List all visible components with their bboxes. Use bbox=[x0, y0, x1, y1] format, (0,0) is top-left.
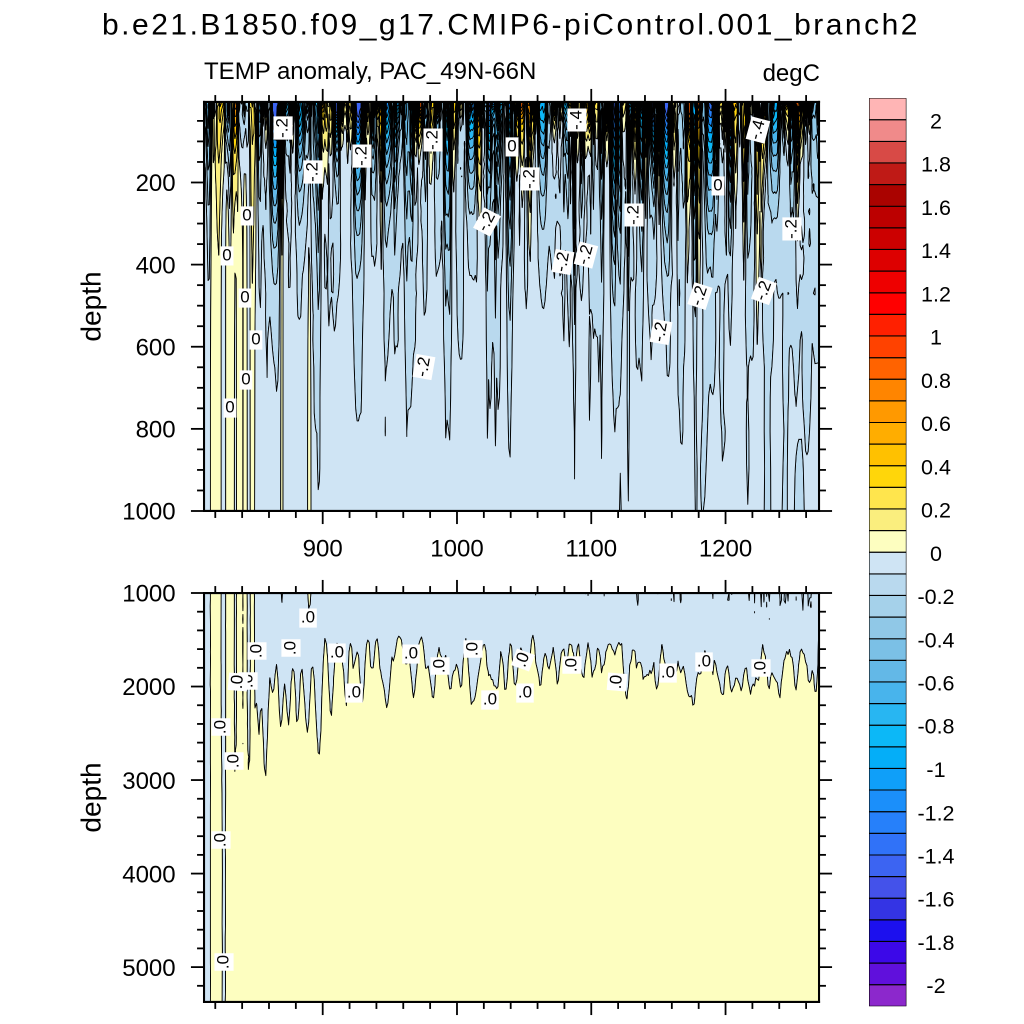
svg-text:.0: .0 bbox=[697, 651, 711, 670]
svg-text:2: 2 bbox=[930, 109, 942, 133]
svg-text:-1.6: -1.6 bbox=[917, 888, 954, 912]
svg-text:0.8: 0.8 bbox=[921, 369, 951, 393]
svg-text:-0.4: -0.4 bbox=[917, 628, 954, 652]
svg-text:-1.4: -1.4 bbox=[917, 844, 954, 868]
svg-text:.0: .0 bbox=[511, 650, 534, 670]
svg-text:.0: .0 bbox=[750, 661, 769, 675]
svg-text:-.2: -.2 bbox=[551, 250, 573, 273]
svg-text:0: 0 bbox=[251, 329, 260, 348]
svg-text:-.2: -.2 bbox=[519, 169, 538, 189]
svg-text:-.2: -.2 bbox=[272, 118, 291, 138]
svg-text:.0: .0 bbox=[213, 955, 232, 969]
svg-text:5000: 5000 bbox=[122, 955, 175, 982]
svg-text:0: 0 bbox=[222, 245, 231, 264]
svg-text:.0: .0 bbox=[429, 659, 448, 673]
svg-text:.0: .0 bbox=[227, 674, 247, 690]
svg-text:1.6: 1.6 bbox=[921, 196, 951, 220]
svg-text:0: 0 bbox=[242, 205, 251, 224]
svg-text:-.4: -.4 bbox=[566, 110, 585, 130]
svg-text:-.2: -.2 bbox=[412, 355, 434, 378]
svg-text:-.2: -.2 bbox=[781, 219, 800, 239]
svg-text:.0: .0 bbox=[661, 662, 675, 681]
svg-text:0: 0 bbox=[507, 136, 516, 155]
svg-text:1.2: 1.2 bbox=[921, 282, 951, 306]
svg-text:0: 0 bbox=[240, 287, 249, 306]
svg-text:-.2: -.2 bbox=[422, 130, 441, 150]
svg-text:900: 900 bbox=[303, 536, 343, 563]
svg-text:0.6: 0.6 bbox=[921, 412, 951, 436]
svg-text:0: 0 bbox=[225, 397, 234, 416]
svg-text:3000: 3000 bbox=[122, 768, 175, 795]
svg-text:.0: .0 bbox=[246, 644, 265, 658]
svg-text:200: 200 bbox=[136, 170, 176, 197]
svg-text:.0: .0 bbox=[210, 720, 229, 734]
svg-text:-1.8: -1.8 bbox=[917, 931, 954, 955]
svg-text:TEMP anomaly, PAC_49N-66N: TEMP anomaly, PAC_49N-66N bbox=[204, 58, 536, 85]
svg-text:-.2: -.2 bbox=[623, 205, 642, 225]
svg-text:depth: depth bbox=[75, 762, 106, 832]
svg-text:1.4: 1.4 bbox=[921, 239, 951, 263]
svg-text:.0: .0 bbox=[606, 674, 626, 690]
svg-text:0: 0 bbox=[713, 175, 722, 194]
svg-text:degC: degC bbox=[763, 60, 820, 87]
svg-text:1: 1 bbox=[930, 326, 942, 350]
svg-text:.0: .0 bbox=[518, 682, 532, 701]
svg-text:-0.8: -0.8 bbox=[917, 715, 954, 739]
svg-text:400: 400 bbox=[136, 252, 176, 279]
svg-text:800: 800 bbox=[136, 417, 176, 444]
svg-text:1.8: 1.8 bbox=[921, 153, 951, 177]
svg-text:0.2: 0.2 bbox=[921, 499, 951, 523]
svg-text:-.2: -.2 bbox=[649, 320, 671, 343]
svg-text:4000: 4000 bbox=[122, 861, 175, 888]
svg-text:depth: depth bbox=[75, 271, 106, 341]
svg-text:0: 0 bbox=[241, 369, 250, 388]
svg-text:0: 0 bbox=[930, 542, 942, 566]
svg-text:.0: .0 bbox=[347, 682, 361, 701]
svg-text:600: 600 bbox=[136, 334, 176, 361]
svg-text:1000: 1000 bbox=[122, 581, 175, 608]
svg-text:.0: .0 bbox=[330, 642, 344, 661]
svg-text:.0: .0 bbox=[210, 833, 229, 847]
svg-text:.0: .0 bbox=[462, 642, 481, 656]
svg-text:0.4: 0.4 bbox=[921, 455, 951, 479]
svg-text:-2: -2 bbox=[926, 974, 945, 998]
svg-text:2000: 2000 bbox=[122, 674, 175, 701]
svg-text:-0.2: -0.2 bbox=[917, 585, 954, 609]
svg-text:.0: .0 bbox=[301, 607, 315, 626]
svg-text:-.2: -.2 bbox=[302, 162, 321, 182]
svg-text:.0: .0 bbox=[404, 643, 418, 662]
svg-text:1000: 1000 bbox=[430, 536, 483, 563]
svg-text:1200: 1200 bbox=[699, 536, 752, 563]
svg-text:.0: .0 bbox=[483, 689, 497, 708]
svg-text:1100: 1100 bbox=[565, 536, 617, 563]
svg-text:-.2: -.2 bbox=[573, 243, 596, 267]
svg-text:-0.6: -0.6 bbox=[917, 672, 954, 696]
svg-text:b.e21.B1850.f09_g17.CMIP6-piCo: b.e21.B1850.f09_g17.CMIP6-piControl.001_… bbox=[102, 9, 920, 42]
svg-text:-.2: -.2 bbox=[351, 146, 370, 166]
svg-text:.0: .0 bbox=[223, 754, 242, 768]
svg-text:1000: 1000 bbox=[122, 499, 175, 526]
svg-text:-1: -1 bbox=[926, 758, 945, 782]
svg-text:.0: .0 bbox=[280, 641, 299, 655]
svg-text:-1.2: -1.2 bbox=[917, 801, 954, 825]
svg-text:-.4: -.4 bbox=[745, 118, 768, 142]
svg-text:.0: .0 bbox=[561, 658, 580, 672]
